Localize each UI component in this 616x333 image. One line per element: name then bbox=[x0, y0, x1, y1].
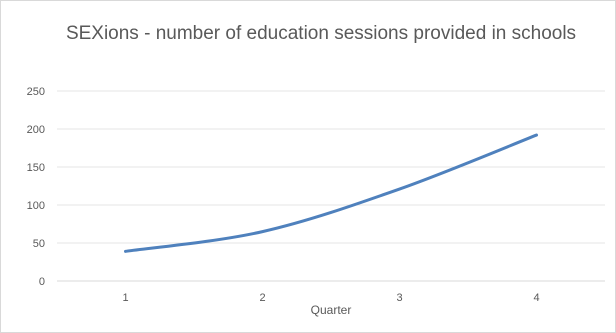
grid-lines bbox=[57, 90, 605, 282]
y-axis-tick-labels: 0 50 100 150 200 250 bbox=[27, 86, 45, 288]
y-tick-label: 200 bbox=[27, 124, 45, 136]
x-tick-label: 1 bbox=[122, 292, 128, 304]
x-axis-tick-labels: 1 2 3 4 bbox=[122, 292, 539, 304]
y-tick-label: 50 bbox=[33, 238, 45, 250]
x-axis-label: Quarter bbox=[311, 303, 352, 317]
x-tick-label: 2 bbox=[259, 292, 265, 304]
y-tick-label: 100 bbox=[27, 200, 45, 212]
y-tick-label: 250 bbox=[27, 86, 45, 98]
y-tick-label: 0 bbox=[39, 276, 45, 288]
series-line bbox=[124, 133, 538, 253]
chart-title: SEXions - number of education sessions p… bbox=[65, 23, 577, 44]
x-tick-label: 4 bbox=[533, 292, 539, 304]
y-tick-label: 150 bbox=[27, 162, 45, 174]
x-tick-label: 3 bbox=[396, 292, 402, 304]
